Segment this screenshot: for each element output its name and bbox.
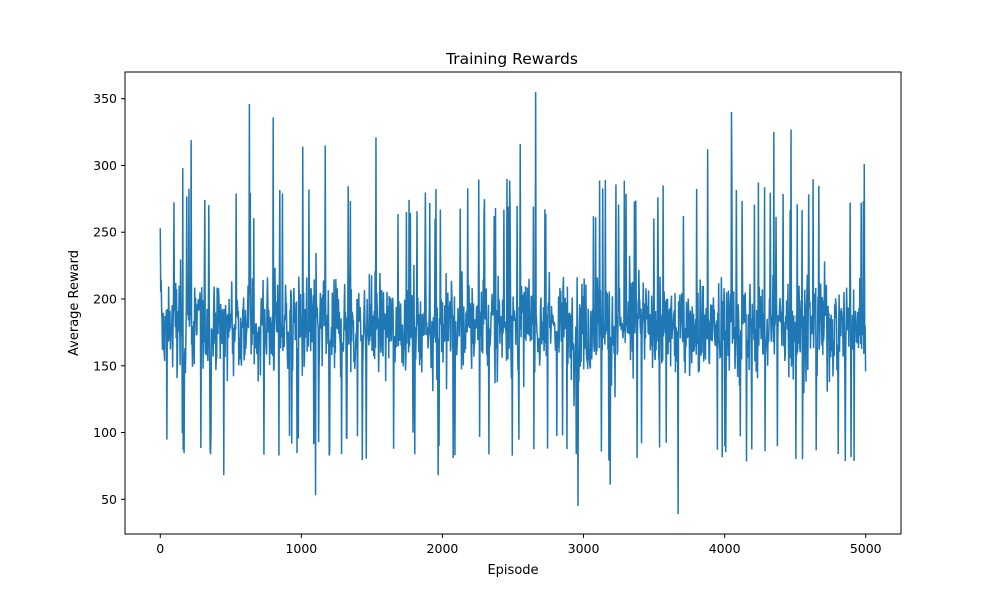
y-tick-label: 50: [101, 492, 117, 507]
x-tick-label: 5000: [850, 541, 882, 556]
x-axis: 0 1000 2000 3000 4000 5000: [156, 534, 882, 556]
y-axis: 50 100 150 200 250 300 350: [93, 91, 125, 507]
y-tick-label: 100: [93, 425, 117, 440]
plot-frame: [124, 71, 902, 535]
x-tick-label: 4000: [709, 541, 741, 556]
y-axis-title: Average Reward: [67, 250, 82, 356]
x-tick-label: 3000: [568, 541, 600, 556]
y-tick-label: 150: [93, 358, 117, 373]
reward-series-line: [159, 92, 867, 514]
x-tick-label: 1000: [285, 541, 317, 556]
y-tick-label: 350: [93, 91, 117, 106]
chart-title: Training Rewards: [445, 50, 578, 68]
x-tick-label: 0: [156, 541, 164, 556]
x-tick-label: 2000: [427, 541, 459, 556]
y-tick-label: 200: [93, 291, 117, 306]
y-tick-label: 250: [93, 225, 117, 240]
series-line-group: [159, 92, 867, 514]
y-tick-label: 300: [93, 158, 117, 173]
x-axis-title: Episode: [487, 563, 538, 578]
